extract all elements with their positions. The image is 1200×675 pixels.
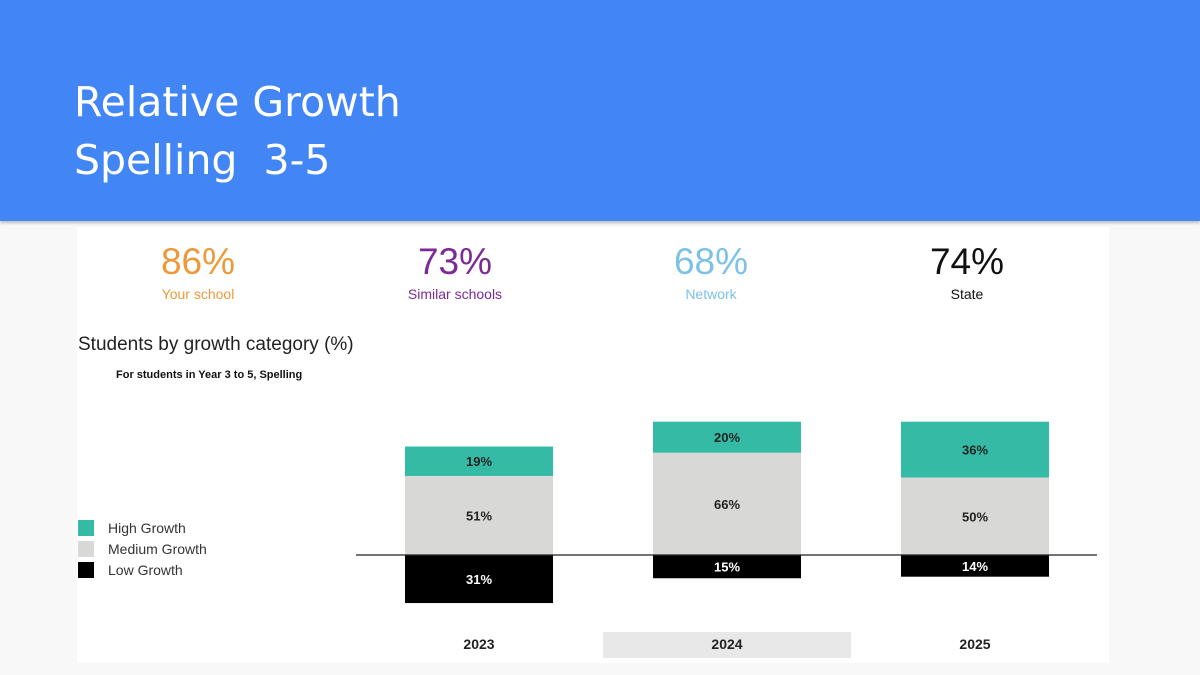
stat-label: Similar schools (407, 286, 503, 302)
x-tick-label: 2025 (959, 636, 990, 652)
bar-high-growth (901, 421, 1049, 478)
data-label: 51% (466, 508, 492, 523)
stat-your-school: 86% Your school (98, 242, 298, 303)
data-label: 20% (714, 430, 740, 445)
stat-value: 86% (160, 241, 236, 282)
data-label: 31% (466, 572, 492, 587)
bar-medium-growth (653, 452, 801, 555)
slide-title-line-1: Relative Growth (74, 78, 401, 126)
chart-legend: High Growth Medium Growth Low Growth (78, 517, 207, 580)
bar-medium-growth (405, 475, 553, 555)
legend-swatch-medium (78, 540, 94, 557)
x-tick-label: 2024 (711, 636, 742, 652)
legend-swatch-high (78, 519, 94, 536)
legend-label: Medium Growth (108, 540, 207, 557)
x-tick-label: 2023 (463, 636, 494, 652)
data-label: 14% (962, 559, 988, 574)
data-label: 15% (714, 560, 740, 575)
category-highlight (603, 632, 851, 658)
data-label: 19% (466, 454, 492, 469)
legend-label: High Growth (108, 519, 186, 536)
data-label: 36% (962, 443, 988, 458)
stat-value: 74% (929, 241, 1005, 282)
stat-value: 73% (417, 241, 493, 282)
stat-state: 74% State (867, 242, 1067, 303)
stat-label: Your school (161, 286, 235, 302)
title-banner: Relative Growth Spelling 3-5 (0, 0, 1200, 221)
stat-label: Network (685, 286, 737, 302)
data-label: 66% (714, 497, 740, 512)
legend-item-high-growth: High Growth (78, 517, 207, 538)
bar-low-growth (653, 555, 801, 579)
stat-network: 68% Network (611, 242, 811, 303)
chart-title: Students by growth category (%) (78, 334, 354, 355)
legend-item-medium-growth: Medium Growth (78, 538, 207, 559)
legend-item-low-growth: Low Growth (78, 559, 207, 580)
bar-low-growth (405, 555, 553, 604)
bar-medium-growth (901, 477, 1049, 555)
bar-low-growth (901, 555, 1049, 577)
bar-high-growth (405, 446, 553, 476)
stat-label: State (950, 286, 984, 302)
slide-title-line-2: Spelling 3-5 (74, 136, 331, 184)
bar-high-growth (653, 421, 801, 453)
stat-value: 68% (673, 241, 749, 282)
legend-label: Low Growth (108, 561, 183, 578)
stat-similar-schools: 73% Similar schools (355, 242, 555, 303)
chart-subtitle: For students in Year 3 to 5, Spelling (116, 369, 303, 381)
data-label: 50% (962, 509, 988, 524)
legend-swatch-low (78, 561, 94, 578)
